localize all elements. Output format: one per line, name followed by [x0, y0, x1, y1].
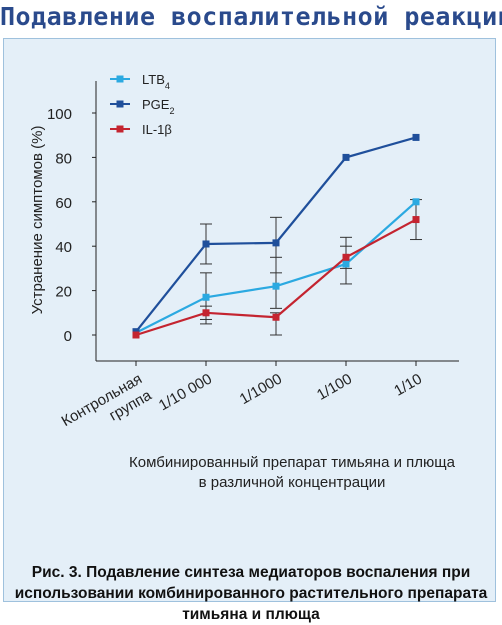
page-title: Подавление воспалительной реакции — [0, 2, 502, 31]
data-point-ltb — [202, 293, 210, 301]
y-tick-label: 20 — [55, 284, 72, 301]
x-tick-label-line: 1/10 — [391, 370, 425, 399]
y-axis-title: Устранение симптомов (%) — [29, 126, 46, 315]
x-axis-title: в различной концентрации — [199, 474, 386, 491]
x-tick-label: 1/100 — [314, 370, 355, 403]
data-point-il-1 — [342, 253, 350, 261]
x-tick-label: 1/1000 — [237, 370, 285, 408]
header-banner: Подавление воспалительной реакции — [0, 0, 502, 40]
legend-marker-ltb — [116, 75, 124, 83]
y-tick-label: 40 — [55, 239, 72, 256]
data-point-pge — [342, 153, 350, 161]
x-tick-label: 1/10 000 — [156, 370, 215, 414]
data-point-ltb — [272, 282, 280, 290]
x-tick-label-line: 1/100 — [314, 370, 355, 403]
y-tick-label: 80 — [55, 150, 72, 167]
figure-caption: Рис. 3. Подавление синтеза медиаторов во… — [14, 564, 488, 623]
legend-label-il-1: IL-1β — [142, 122, 172, 137]
y-tick-label: 100 — [47, 106, 72, 123]
data-point-il-1 — [132, 331, 140, 339]
x-tick-label-line: 1/10 000 — [156, 370, 215, 414]
legend-label-pge: PGE2 — [142, 97, 174, 116]
x-axis-title: Комбинированный препарат тимьяна и плюща — [129, 454, 456, 471]
data-point-il-1 — [272, 313, 280, 321]
x-tick-label: 1/10 — [391, 370, 425, 399]
legend-label-ltb: LTB4 — [142, 72, 170, 91]
data-point-il-1 — [412, 216, 420, 224]
legend-subscript: 2 — [169, 106, 174, 116]
data-point-pge — [272, 239, 280, 247]
legend-subscript: 4 — [165, 81, 170, 91]
data-point-pge — [412, 133, 420, 141]
y-tick-label: 0 — [64, 328, 72, 345]
legend-marker-il-1 — [116, 125, 124, 133]
data-point-ltb — [342, 260, 350, 268]
data-point-pge — [202, 240, 210, 248]
data-point-ltb — [412, 198, 420, 206]
y-tick-label: 60 — [55, 195, 72, 212]
figure-panel: 0 20 40 60 80 100 Контрольная группа 1/10 000 1/1… — [3, 38, 496, 623]
legend-marker-pge — [116, 100, 124, 108]
x-tick-label-line: 1/1000 — [237, 370, 285, 408]
data-point-il-1 — [202, 309, 210, 317]
